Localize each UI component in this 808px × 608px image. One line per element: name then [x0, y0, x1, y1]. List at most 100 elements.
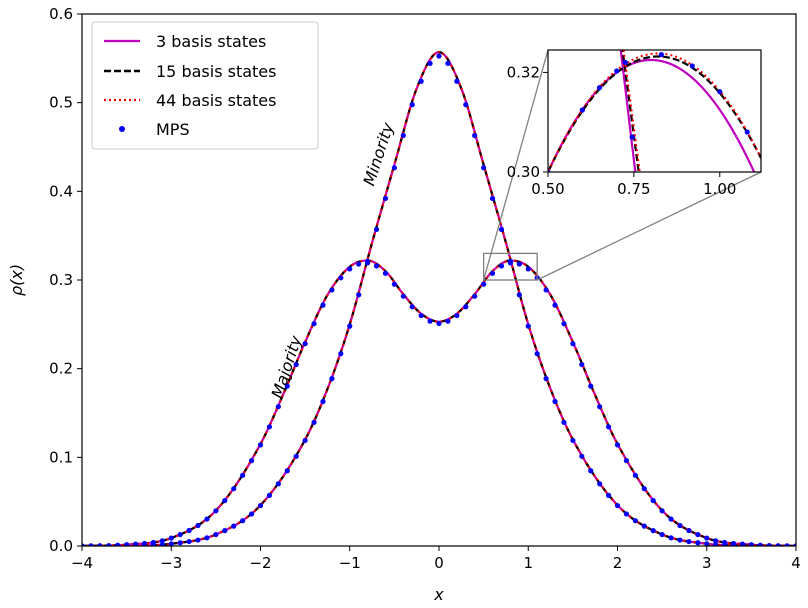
mps-point: [141, 540, 148, 546]
x-axis-label: x: [433, 585, 444, 604]
y-tick-label: 0.6: [49, 5, 73, 23]
legend-label-3-basis: 3 basis states: [156, 32, 266, 51]
mps-point: [614, 442, 621, 448]
mps-point: [356, 292, 362, 298]
mps-point: [668, 516, 674, 522]
mps-point: [311, 321, 317, 327]
mps-point: [382, 270, 389, 276]
mps-point: [472, 132, 478, 139]
x-tick-label: −3: [160, 554, 182, 572]
zoom-connector: [482, 49, 549, 281]
mps-point: [481, 165, 487, 171]
mps-point: [623, 511, 630, 517]
mps-point: [132, 541, 139, 546]
mps-point: [472, 293, 478, 299]
inset-axis-ticks: 0.50 0.75 1.00 0.30 0.32: [507, 63, 737, 198]
mps-point: [579, 361, 585, 368]
mps-point: [186, 538, 192, 545]
inset-mps-point: [614, 68, 620, 74]
legend-swatch-mps: [119, 126, 125, 132]
mps-point: [730, 540, 737, 546]
mps-point: [445, 318, 451, 324]
y-tick-label: 0.4: [49, 182, 73, 200]
x-tick-label: 1: [523, 554, 533, 572]
mps-point: [489, 270, 496, 276]
inset-series-slope-1: [619, 50, 637, 172]
inset-mps-point: [548, 169, 551, 172]
mps-point: [248, 458, 255, 464]
mps-point: [231, 486, 237, 492]
inset-y-tick-label: 0.30: [507, 163, 540, 181]
mps-point: [436, 53, 442, 59]
mps-point: [436, 320, 442, 327]
legend-label-44-basis: 44 basis states: [156, 91, 276, 110]
mps-point: [356, 261, 362, 267]
inset-x-tick-label: 0.50: [531, 180, 564, 198]
mps-point: [713, 538, 719, 544]
mps-point: [632, 472, 638, 478]
mps-point: [427, 60, 433, 67]
mps-point: [650, 497, 656, 504]
mps-point: [766, 542, 772, 546]
mps-point: [204, 535, 210, 541]
mps-point: [704, 535, 710, 541]
mps-point: [454, 78, 460, 84]
series-line-3-curve-2: [82, 259, 796, 546]
mps-point: [570, 341, 576, 347]
inset-series-peak-3: [548, 52, 761, 172]
mps-point: [329, 287, 335, 293]
mps-point: [409, 102, 415, 108]
inset-x-tick-label: 1.00: [703, 180, 736, 198]
mps-point: [302, 437, 308, 444]
mps-point: [570, 437, 576, 444]
mps-point: [195, 537, 201, 543]
mps-point: [641, 486, 647, 492]
mps-point: [605, 424, 612, 430]
mps-point: [275, 481, 281, 487]
mps-point: [686, 527, 692, 534]
mps-point: [481, 281, 487, 287]
mps-point: [516, 292, 522, 298]
mps-point: [418, 312, 424, 319]
y-tick-label: 0.1: [49, 448, 73, 466]
legend-frame: [91, 21, 319, 150]
mps-point: [284, 383, 290, 389]
mps-point: [552, 398, 558, 405]
legend: 3 basis states 15 basis states 44 basis …: [91, 21, 319, 150]
mps-point: [400, 132, 406, 139]
mps-point: [320, 302, 326, 308]
mps-point: [338, 351, 344, 357]
mps-point: [579, 453, 585, 459]
inset-mps-point: [744, 129, 750, 135]
zoom-box: [482, 252, 538, 281]
mps-point: [784, 543, 790, 546]
mps-point: [284, 468, 290, 474]
mps-point: [248, 511, 255, 517]
mps-point: [605, 492, 612, 498]
mps-point: [489, 195, 496, 202]
mps-point: [561, 321, 567, 327]
mps-point: [650, 528, 656, 534]
mps-point: [543, 376, 549, 382]
mps-point: [231, 523, 237, 529]
x-tick-label: 3: [702, 554, 712, 572]
y-axis-label: ρ(x): [7, 264, 26, 296]
mps-point: [454, 312, 460, 319]
mps-point: [775, 543, 781, 546]
mps-point: [88, 543, 94, 546]
mps-point: [302, 341, 308, 347]
main-plot-data: [82, 51, 796, 546]
inset-mps-point: [689, 63, 695, 69]
mps-point: [695, 531, 701, 538]
series-line-3-curve-1: [82, 51, 796, 546]
mps-point: [597, 481, 603, 487]
mps-point: [659, 531, 665, 538]
mps-point: [597, 404, 603, 410]
mps-point: [213, 508, 219, 514]
zoom-indicator: [482, 49, 762, 281]
mps-point: [677, 537, 683, 543]
mps-point: [213, 531, 219, 538]
mps-point: [222, 528, 228, 534]
mps-point: [641, 523, 647, 529]
annotation-majority: Majority: [267, 333, 305, 401]
